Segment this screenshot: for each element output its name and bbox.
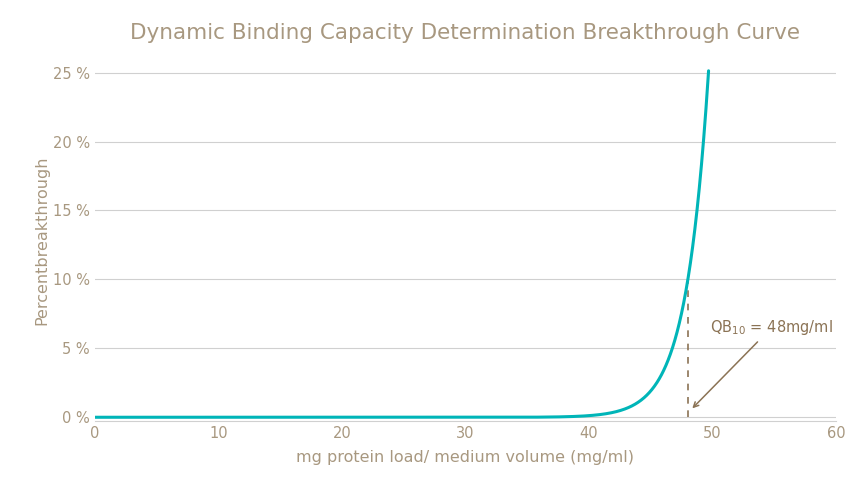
Text: $\mathrm{QB_{10}}$ = 48mg/ml: $\mathrm{QB_{10}}$ = 48mg/ml <box>693 318 832 407</box>
Title: Dynamic Binding Capacity Determination Breakthrough Curve: Dynamic Binding Capacity Determination B… <box>130 24 800 43</box>
Y-axis label: Percentbreakthrough: Percentbreakthrough <box>34 155 49 325</box>
X-axis label: mg protein load/ medium volume (mg/ml): mg protein load/ medium volume (mg/ml) <box>296 450 634 465</box>
